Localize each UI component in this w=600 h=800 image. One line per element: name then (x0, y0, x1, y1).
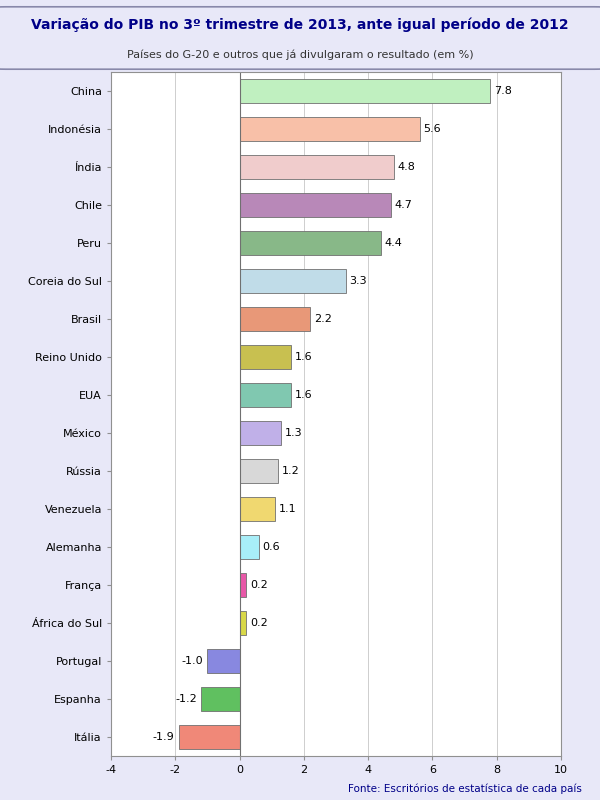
Text: 4.4: 4.4 (385, 238, 403, 248)
Bar (239, 383, 291, 406)
Text: 3.3: 3.3 (349, 276, 367, 286)
Bar (201, 687, 239, 710)
Text: 1.6: 1.6 (295, 390, 313, 400)
Text: Fonte: Escritórios de estatística de cada país: Fonte: Escritórios de estatística de cad… (348, 783, 582, 794)
Bar (239, 535, 259, 558)
Text: 1.3: 1.3 (285, 428, 303, 438)
Text: 5.6: 5.6 (424, 124, 441, 134)
Text: 0.2: 0.2 (250, 580, 268, 590)
Bar (208, 650, 239, 673)
Text: -1.9: -1.9 (153, 732, 175, 742)
Text: 2.2: 2.2 (314, 314, 332, 324)
Bar (239, 270, 346, 293)
Text: Países do G-20 e outros que já divulgaram o resultado (em %): Países do G-20 e outros que já divulgara… (127, 50, 473, 60)
Text: 0.6: 0.6 (263, 542, 280, 552)
Bar (239, 118, 419, 141)
Text: Variação do PIB no 3º trimestre de 2013, ante igual período de 2012: Variação do PIB no 3º trimestre de 2013,… (31, 18, 569, 32)
Bar (239, 346, 291, 369)
Text: 1.2: 1.2 (282, 466, 300, 476)
Text: 4.7: 4.7 (395, 200, 412, 210)
Bar (239, 498, 275, 521)
Bar (239, 307, 310, 330)
Bar (239, 231, 381, 254)
Text: 1.1: 1.1 (279, 504, 296, 514)
Bar (239, 611, 246, 634)
Bar (239, 194, 391, 217)
Bar (239, 79, 490, 102)
Text: 7.8: 7.8 (494, 86, 512, 96)
Bar (239, 459, 278, 482)
Bar (239, 422, 281, 445)
Text: 0.2: 0.2 (250, 618, 268, 628)
Text: -1.2: -1.2 (175, 694, 197, 704)
FancyBboxPatch shape (0, 6, 600, 70)
Bar (179, 726, 239, 749)
Bar (239, 155, 394, 178)
Text: 4.8: 4.8 (398, 162, 416, 172)
Bar (239, 574, 246, 597)
Text: -1.0: -1.0 (182, 656, 203, 666)
Text: 1.6: 1.6 (295, 352, 313, 362)
